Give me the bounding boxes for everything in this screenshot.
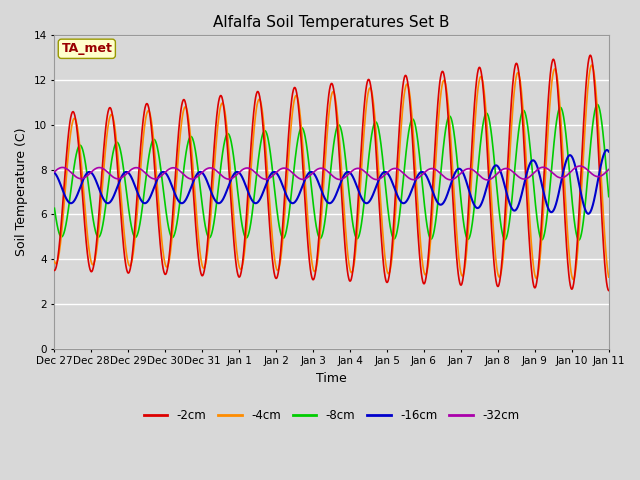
Legend: -2cm, -4cm, -8cm, -16cm, -32cm: -2cm, -4cm, -8cm, -16cm, -32cm bbox=[139, 405, 524, 427]
Title: Alfalfa Soil Temperatures Set B: Alfalfa Soil Temperatures Set B bbox=[213, 15, 450, 30]
Y-axis label: Soil Temperature (C): Soil Temperature (C) bbox=[15, 128, 28, 256]
X-axis label: Time: Time bbox=[316, 372, 347, 385]
Text: TA_met: TA_met bbox=[61, 42, 112, 55]
